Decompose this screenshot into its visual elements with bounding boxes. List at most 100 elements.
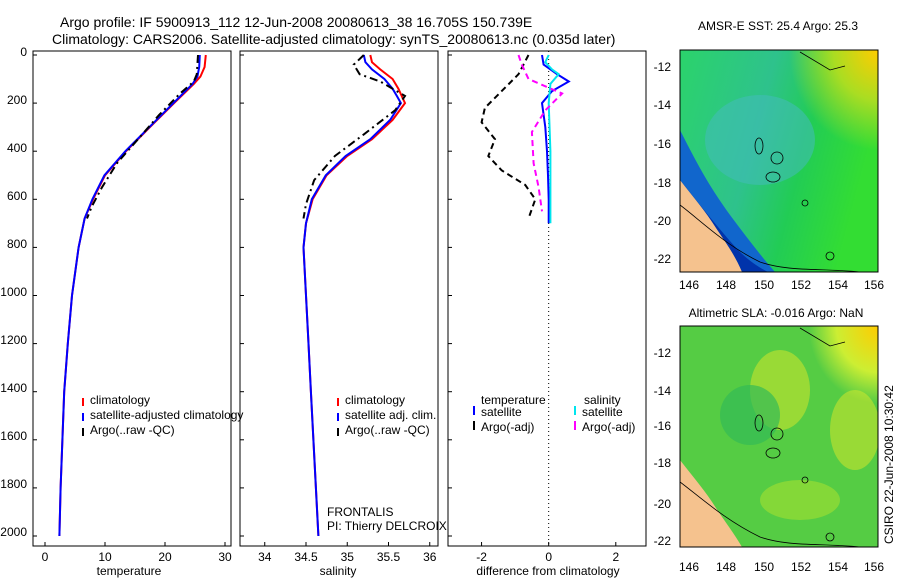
y-tick-label: 1200 [0, 333, 27, 347]
program-label: FRONTALIS [327, 505, 393, 519]
map-x-tick: 152 [791, 278, 811, 292]
reef-contour [765, 171, 781, 183]
y-tick-label: 400 [7, 141, 27, 155]
reef-contour [825, 251, 835, 261]
series-line [58, 54, 201, 537]
title-line-2: Climatology: CARS2006. Satellite-adjuste… [52, 31, 615, 47]
sst-map-title: AMSR-E SST: 25.4 Argo: 25.3 [698, 19, 858, 33]
series-line [517, 54, 564, 212]
map-y-tick: -18 [654, 176, 672, 190]
y-tick-label: 1800 [0, 477, 27, 491]
sst-map-frame [679, 49, 879, 273]
salinity-x-label: salinity [320, 564, 357, 578]
sla-map-ticks: -12 -14 -16 -18 -20 -22 146 148 150 152 … [654, 346, 885, 574]
series-line [86, 54, 199, 219]
legend-label: satellite [582, 405, 623, 419]
series-line [302, 54, 403, 537]
map-x-tick: 152 [791, 560, 811, 574]
reef-contour [754, 414, 764, 432]
map-x-tick: 156 [864, 278, 884, 292]
legend-header-salinity: salinity [584, 393, 621, 407]
sst-map [680, 50, 878, 272]
map-y-tick: -16 [654, 137, 672, 151]
series-line [302, 54, 407, 219]
map-x-tick: 150 [754, 278, 774, 292]
difference-x-label: difference from climatology [476, 564, 619, 578]
csiro-timestamp-label: CSIRO 22-Jun-2008 10:30:42 [882, 385, 896, 544]
y-tick-label: 200 [7, 93, 27, 107]
legend-header-temperature: temperature [481, 393, 546, 407]
x-tick-label: 35 [341, 550, 355, 564]
temperature-plot-frame [32, 50, 232, 547]
y-tick-label: 0 [20, 45, 27, 59]
legend-label: satellite [481, 405, 522, 419]
coast-contour [799, 51, 846, 71]
series-line [544, 54, 561, 224]
x-tick-label: 0 [545, 550, 552, 564]
depth-tick-marks [33, 54, 452, 537]
y-tick-label: 600 [7, 189, 27, 203]
y-tick-label: 1400 [0, 381, 27, 395]
legend-label: Argo(..raw -QC) [345, 423, 430, 437]
map-y-tick: -12 [654, 60, 672, 74]
legend-label: Argo(-adj) [481, 420, 534, 434]
y-tick-label: 1600 [0, 429, 27, 443]
x-tick-label: 10 [98, 550, 112, 564]
series-line [302, 54, 407, 537]
x-tick-label: 36 [423, 550, 437, 564]
series-line [480, 54, 537, 219]
sla-depth-contour [680, 481, 861, 547]
reef-contour [801, 476, 809, 484]
reef-contour [770, 151, 784, 165]
reef-contour [825, 532, 835, 542]
y-tick-label: 1000 [0, 285, 27, 299]
temperature-plot: 0 10 20 30 [42, 54, 232, 564]
series-line [540, 54, 571, 224]
map-y-tick: -20 [654, 497, 672, 511]
map-y-tick: -16 [654, 419, 672, 433]
x-tick-label: 2 [612, 550, 619, 564]
sst-map-ticks: -12 -14 -16 -18 -20 -22 146 148 150 152 … [654, 60, 885, 292]
difference-plot-frame [447, 50, 647, 547]
salinity-plot: 34 34.5 35 35.5 36 [258, 54, 437, 564]
series-line [58, 54, 207, 537]
map-x-tick: 154 [828, 560, 848, 574]
legend-label: climatology [345, 393, 405, 407]
x-tick-label: 34 [258, 550, 272, 564]
sla-land [680, 460, 742, 547]
x-tick-label: 35.5 [377, 550, 401, 564]
depth-axis-ticks: 0 200 400 600 800 1000 1200 1400 1600 18… [0, 45, 27, 539]
sst-land [680, 180, 742, 272]
map-x-tick: 150 [754, 560, 774, 574]
legend-label: satellite adj. clim. [345, 408, 436, 422]
map-y-tick: -12 [654, 346, 672, 360]
sla-map [680, 326, 878, 547]
salinity-plot-frame [239, 50, 439, 547]
legend-label: Argo(..raw -QC) [90, 423, 175, 437]
map-y-tick: -20 [654, 214, 672, 228]
map-y-tick: -22 [654, 252, 672, 266]
map-y-tick: -14 [654, 384, 672, 398]
x-tick-label: 20 [158, 550, 172, 564]
difference-legend: temperature salinity satellite Argo(-adj… [473, 393, 635, 434]
reef-contour [765, 447, 781, 459]
map-x-tick: 146 [679, 278, 699, 292]
x-tick-label: -2 [476, 550, 487, 564]
legend-label: climatology [90, 393, 150, 407]
x-tick-label: 30 [218, 550, 232, 564]
sla-map-title: Altimetric SLA: -0.016 Argo: NaN [689, 306, 864, 320]
x-tick-label: 34.5 [294, 550, 318, 564]
title-line-1: Argo profile: IF 5900913_112 12-Jun-2008… [60, 14, 532, 30]
coast-contour [799, 327, 846, 347]
map-y-tick: -18 [654, 456, 672, 470]
reef-contour [754, 137, 764, 155]
map-x-tick: 154 [828, 278, 848, 292]
map-y-tick: -22 [654, 534, 672, 548]
reef-contour [770, 427, 784, 441]
map-x-tick: 148 [716, 278, 736, 292]
sst-depth-contour [680, 204, 861, 272]
legend-label: Argo(-adj) [582, 420, 635, 434]
difference-plot: -2 0 2 [476, 51, 619, 564]
y-tick-label: 800 [7, 237, 27, 251]
